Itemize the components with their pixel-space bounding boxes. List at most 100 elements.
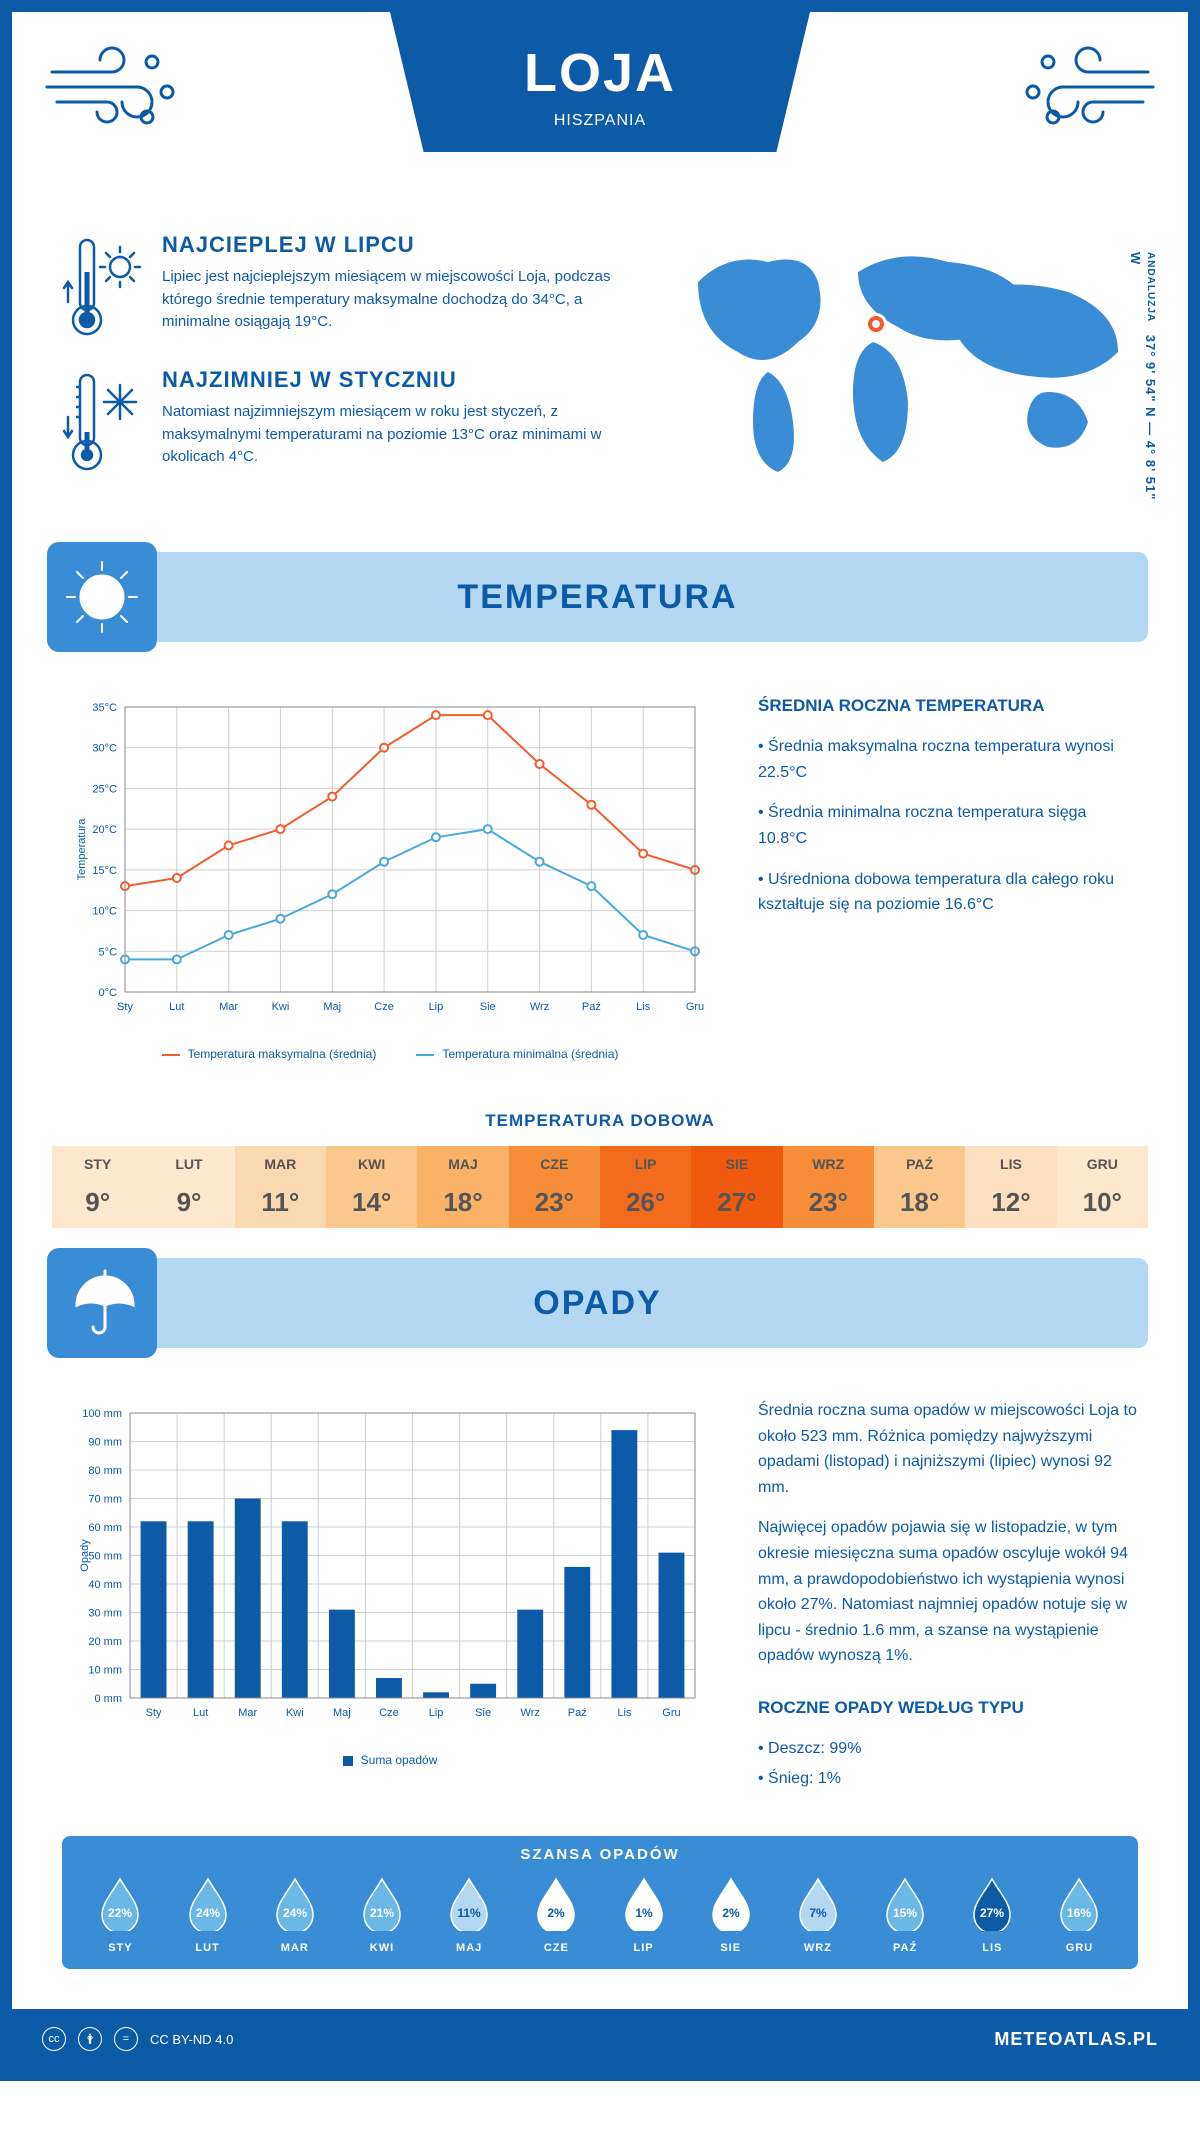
rain-type-1: • Deszcz: 99% (758, 1736, 1138, 1762)
rain-summary-1: Średnia roczna suma opadów w miejscowośc… (758, 1398, 1138, 1500)
svg-text:Sie: Sie (475, 1707, 491, 1719)
svg-text:5°C: 5°C (99, 946, 118, 958)
svg-text:100 mm: 100 mm (82, 1408, 122, 1420)
precipitation-legend: Suma opadów (62, 1753, 718, 1767)
daily-temp-cell: CZE23° (509, 1146, 600, 1228)
precipitation-heading: OPADY (187, 1284, 1148, 1323)
daily-temp-cell: LUT9° (143, 1146, 234, 1228)
daily-temp-cell: MAR11° (235, 1146, 326, 1228)
svg-text:7%: 7% (809, 1906, 827, 1920)
svg-text:30 mm: 30 mm (88, 1608, 122, 1620)
svg-text:20 mm: 20 mm (88, 1636, 122, 1648)
svg-text:Wrz: Wrz (521, 1707, 540, 1719)
daily-temp-cell: SIE27° (691, 1146, 782, 1228)
legend-min: Temperatura minimalna (średnia) (416, 1047, 618, 1061)
region-label: ANDALUZJA (1145, 252, 1156, 322)
lat-label: 37° 9' 54" N (1143, 335, 1158, 418)
svg-text:0 mm: 0 mm (95, 1693, 123, 1705)
daily-temp-cell: WRZ23° (783, 1146, 874, 1228)
svg-text:16%: 16% (1067, 1906, 1091, 1920)
svg-text:Lip: Lip (429, 1707, 444, 1719)
svg-text:Wrz: Wrz (530, 1001, 549, 1013)
svg-text:90 mm: 90 mm (88, 1437, 122, 1449)
svg-text:Sty: Sty (146, 1707, 162, 1719)
svg-text:25°C: 25°C (92, 783, 117, 795)
daily-temp-cell: PAŹ18° (874, 1146, 965, 1228)
hot-fact: NAJCIEPLEJ W LIPCU Lipiec jest najcieple… (62, 232, 628, 342)
cold-title: NAJZIMNIEJ W STYCZNIU (162, 367, 628, 393)
footer-license: cc 🛉 = CC BY-ND 4.0 (42, 2027, 233, 2051)
intro-row: NAJCIEPLEJ W LIPCU Lipiec jest najcieple… (12, 212, 1188, 532)
svg-text:15°C: 15°C (92, 865, 117, 877)
country-name: HISZPANIA (390, 112, 810, 130)
svg-text:Cze: Cze (379, 1707, 399, 1719)
svg-text:24%: 24% (196, 1906, 220, 1920)
svg-text:Lip: Lip (429, 1001, 444, 1013)
rain-drop: 1%LIP (600, 1875, 687, 1954)
rain-drop: 11%MAJ (426, 1875, 513, 1954)
wind-icon-left (42, 42, 182, 132)
thermometer-cold-icon (62, 367, 142, 477)
svg-text:10°C: 10°C (92, 906, 117, 918)
daily-temp-cell: STY9° (52, 1146, 143, 1228)
daily-temperature-strip: STY9°LUT9°MAR11°KWI14°MAJ18°CZE23°LIP26°… (52, 1146, 1148, 1228)
svg-text:80 mm: 80 mm (88, 1465, 122, 1477)
svg-text:Paź: Paź (568, 1707, 587, 1719)
temperature-summary: ŚREDNIA ROCZNA TEMPERATURA • Średnia mak… (758, 692, 1138, 1061)
world-map-box: ANDALUZJA 37° 9' 54" N — 4° 8' 51" W (658, 232, 1138, 502)
svg-text:Mar: Mar (219, 1001, 238, 1013)
rain-drop: 15%PAŹ (862, 1875, 949, 1954)
rain-chance-box: SZANSA OPADÓW 22%STY24%LUT24%MAR21%KWI11… (62, 1836, 1138, 1969)
rain-drop: 2%CZE (513, 1875, 600, 1954)
rain-drop: 24%LUT (164, 1875, 251, 1954)
rain-drop: 2%SIE (687, 1875, 774, 1954)
wind-icon-right (1018, 42, 1158, 132)
svg-text:2%: 2% (722, 1906, 740, 1920)
precipitation-bar-chart: 0 mm10 mm20 mm30 mm40 mm50 mm60 mm70 mm8… (62, 1398, 718, 1806)
rain-drop: 22%STY (77, 1875, 164, 1954)
rain-chance-title: SZANSA OPADÓW (77, 1846, 1123, 1863)
rain-type-2: • Śnieg: 1% (758, 1766, 1138, 1792)
svg-text:1%: 1% (635, 1906, 653, 1920)
svg-text:10 mm: 10 mm (88, 1665, 122, 1677)
legend-max: Temperatura maksymalna (średnia) (162, 1047, 377, 1061)
svg-text:70 mm: 70 mm (88, 1494, 122, 1506)
svg-text:Cze: Cze (374, 1001, 394, 1013)
daily-temp-cell: MAJ18° (417, 1146, 508, 1228)
daily-temp-cell: LIP26° (600, 1146, 691, 1228)
rain-drop: 21%KWI (339, 1875, 426, 1954)
precipitation-chart-row: 0 mm10 mm20 mm30 mm40 mm50 mm60 mm70 mm8… (12, 1368, 1188, 1836)
umbrella-icon (62, 1263, 142, 1343)
svg-text:30°C: 30°C (92, 743, 117, 755)
temp-summary-title: ŚREDNIA ROCZNA TEMPERATURA (758, 692, 1138, 719)
svg-text:Opady: Opady (79, 1539, 91, 1572)
license-text: CC BY-ND 4.0 (150, 2032, 233, 2047)
cold-body: Natomiast najzimniejszym miesiącem w rok… (162, 401, 628, 469)
svg-text:40 mm: 40 mm (88, 1579, 122, 1591)
umbrella-icon-box (47, 1248, 157, 1358)
nd-icon: = (114, 2027, 138, 2051)
by-icon: 🛉 (78, 2027, 102, 2051)
thermometer-hot-icon (62, 232, 142, 342)
cold-fact: NAJZIMNIEJ W STYCZNIU Natomiast najzimni… (62, 367, 628, 477)
svg-text:Maj: Maj (333, 1707, 351, 1719)
svg-text:2%: 2% (548, 1906, 566, 1920)
svg-text:60 mm: 60 mm (88, 1522, 122, 1534)
svg-text:Lut: Lut (169, 1001, 184, 1013)
hot-title: NAJCIEPLEJ W LIPCU (162, 232, 628, 258)
svg-text:24%: 24% (283, 1906, 307, 1920)
svg-text:20°C: 20°C (92, 824, 117, 836)
footer: cc 🛉 = CC BY-ND 4.0 METEOATLAS.PL (12, 2009, 1188, 2069)
temp-summary-1: • Średnia maksymalna roczna temperatura … (758, 734, 1138, 785)
page-frame: LOJA HISZPANIA NAJCIEPLEJ W LIPCU Lipiec… (0, 0, 1200, 2081)
svg-text:21%: 21% (370, 1906, 394, 1920)
temp-summary-3: • Uśredniona dobowa temperatura dla całe… (758, 867, 1138, 918)
site-name: METEOATLAS.PL (994, 2029, 1158, 2050)
svg-text:Sie: Sie (480, 1001, 496, 1013)
temperature-section-bar: TEMPERATURA (52, 552, 1148, 642)
svg-text:Maj: Maj (323, 1001, 341, 1013)
precipitation-summary: Średnia roczna suma opadów w miejscowośc… (758, 1398, 1138, 1806)
daily-temp-cell: KWI14° (326, 1146, 417, 1228)
svg-text:Lis: Lis (636, 1001, 651, 1013)
svg-text:Kwi: Kwi (286, 1707, 304, 1719)
